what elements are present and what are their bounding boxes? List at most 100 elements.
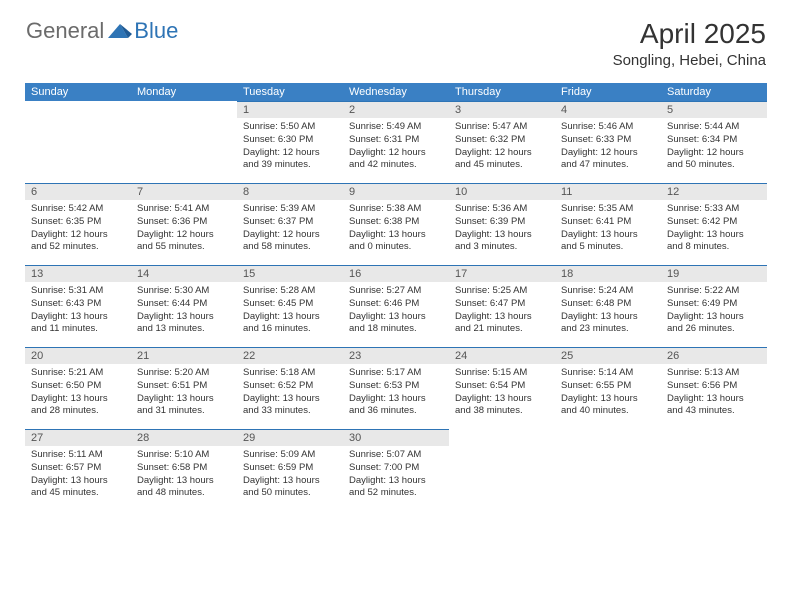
sunset-text: Sunset: 6:51 PM bbox=[137, 380, 231, 393]
day-number: 7 bbox=[131, 183, 237, 200]
daylight-text: Daylight: 12 hours and 58 minutes. bbox=[243, 229, 337, 255]
day-details: Sunrise: 5:25 AMSunset: 6:47 PMDaylight:… bbox=[449, 282, 555, 342]
calendar-week-row: ....1Sunrise: 5:50 AMSunset: 6:30 PMDayl… bbox=[25, 101, 767, 183]
day-number: 4 bbox=[555, 101, 661, 118]
sunset-text: Sunset: 6:37 PM bbox=[243, 216, 337, 229]
daylight-text: Daylight: 13 hours and 28 minutes. bbox=[31, 393, 125, 419]
weekday-header: Thursday bbox=[449, 83, 555, 101]
logo-text-blue: Blue bbox=[134, 18, 178, 44]
sunset-text: Sunset: 6:32 PM bbox=[455, 134, 549, 147]
sunset-text: Sunset: 6:42 PM bbox=[667, 216, 761, 229]
sunrise-text: Sunrise: 5:50 AM bbox=[243, 121, 337, 134]
sunset-text: Sunset: 6:56 PM bbox=[667, 380, 761, 393]
sunrise-text: Sunrise: 5:44 AM bbox=[667, 121, 761, 134]
calendar-week-row: 20Sunrise: 5:21 AMSunset: 6:50 PMDayligh… bbox=[25, 347, 767, 429]
daylight-text: Daylight: 13 hours and 45 minutes. bbox=[31, 475, 125, 501]
sunrise-text: Sunrise: 5:33 AM bbox=[667, 203, 761, 216]
calendar-day-cell: 21Sunrise: 5:20 AMSunset: 6:51 PMDayligh… bbox=[131, 347, 237, 429]
day-number: 21 bbox=[131, 347, 237, 364]
sunrise-text: Sunrise: 5:18 AM bbox=[243, 367, 337, 380]
day-number: 8 bbox=[237, 183, 343, 200]
day-number: 14 bbox=[131, 265, 237, 282]
sunrise-text: Sunrise: 5:24 AM bbox=[561, 285, 655, 298]
weekday-header-row: Sunday Monday Tuesday Wednesday Thursday… bbox=[25, 83, 767, 101]
day-number: 2 bbox=[343, 101, 449, 118]
calendar-day-cell: 19Sunrise: 5:22 AMSunset: 6:49 PMDayligh… bbox=[661, 265, 767, 347]
sunset-text: Sunset: 6:48 PM bbox=[561, 298, 655, 311]
day-details: Sunrise: 5:35 AMSunset: 6:41 PMDaylight:… bbox=[555, 200, 661, 260]
daylight-text: Daylight: 13 hours and 3 minutes. bbox=[455, 229, 549, 255]
calendar-day-cell: 20 Sunrise: 5:21 AMSunset: 6:50 PMDayligh… bbox=[25, 347, 131, 429]
logo-text-general: General bbox=[26, 18, 104, 44]
calendar-week-row: 27Sunrise: 5:11 AMSunset: 6:57 PMDayligh… bbox=[25, 429, 767, 511]
day-number: 29 bbox=[237, 429, 343, 446]
sunset-text: Sunset: 6:59 PM bbox=[243, 462, 337, 475]
sunset-text: Sunset: 6:57 PM bbox=[31, 462, 125, 475]
sunrise-text: Sunrise: 5:21 AM bbox=[31, 367, 125, 380]
day-number: 18 bbox=[555, 265, 661, 282]
sunrise-text: Sunrise: 5:36 AM bbox=[455, 203, 549, 216]
day-details: Sunrise: 5:15 AMSunset: 6:54 PMDaylight:… bbox=[449, 364, 555, 424]
sunset-text: Sunset: 6:50 PM bbox=[31, 380, 125, 393]
daylight-text: Daylight: 13 hours and 38 minutes. bbox=[455, 393, 549, 419]
sunset-text: Sunset: 7:00 PM bbox=[349, 462, 443, 475]
day-details: Sunrise: 5:07 AMSunset: 7:00 PMDaylight:… bbox=[343, 446, 449, 506]
daylight-text: Daylight: 13 hours and 16 minutes. bbox=[243, 311, 337, 337]
sunset-text: Sunset: 6:45 PM bbox=[243, 298, 337, 311]
daylight-text: Daylight: 13 hours and 50 minutes. bbox=[243, 475, 337, 501]
calendar-table: Sunday Monday Tuesday Wednesday Thursday… bbox=[25, 83, 767, 511]
day-number: 16 bbox=[343, 265, 449, 282]
calendar-day-cell: .. bbox=[555, 429, 661, 511]
daylight-text: Daylight: 13 hours and 8 minutes. bbox=[667, 229, 761, 255]
title-block: April 2025 Songling, Hebei, China bbox=[613, 18, 766, 69]
daylight-text: Daylight: 12 hours and 39 minutes. bbox=[243, 147, 337, 173]
daylight-text: Daylight: 13 hours and 52 minutes. bbox=[349, 475, 443, 501]
day-details: Sunrise: 5:44 AMSunset: 6:34 PMDaylight:… bbox=[661, 118, 767, 178]
calendar-week-row: 13Sunrise: 5:31 AMSunset: 6:43 PMDayligh… bbox=[25, 265, 767, 347]
calendar-day-cell: .. bbox=[25, 101, 131, 183]
daylight-text: Daylight: 13 hours and 36 minutes. bbox=[349, 393, 443, 419]
daylight-text: Daylight: 12 hours and 45 minutes. bbox=[455, 147, 549, 173]
sunset-text: Sunset: 6:44 PM bbox=[137, 298, 231, 311]
calendar-day-cell: 28Sunrise: 5:10 AMSunset: 6:58 PMDayligh… bbox=[131, 429, 237, 511]
day-number: 13 bbox=[25, 265, 131, 282]
sunrise-text: Sunrise: 5:30 AM bbox=[137, 285, 231, 298]
sunrise-text: Sunrise: 5:13 AM bbox=[667, 367, 761, 380]
day-number: 12 bbox=[661, 183, 767, 200]
calendar-day-cell: 22Sunrise: 5:18 AMSunset: 6:52 PMDayligh… bbox=[237, 347, 343, 429]
day-details: Sunrise: 5:11 AMSunset: 6:57 PMDaylight:… bbox=[25, 446, 131, 506]
day-number: 20 bbox=[25, 347, 131, 364]
sunset-text: Sunset: 6:47 PM bbox=[455, 298, 549, 311]
calendar-day-cell: 6Sunrise: 5:42 AMSunset: 6:35 PMDaylight… bbox=[25, 183, 131, 265]
day-details: Sunrise: 5:14 AMSunset: 6:55 PMDaylight:… bbox=[555, 364, 661, 424]
sunset-text: Sunset: 6:49 PM bbox=[667, 298, 761, 311]
day-details: Sunrise: 5:31 AMSunset: 6:43 PMDaylight:… bbox=[25, 282, 131, 342]
weekday-header: Saturday bbox=[661, 83, 767, 101]
day-number: 9 bbox=[343, 183, 449, 200]
day-number: 24 bbox=[449, 347, 555, 364]
daylight-text: Daylight: 13 hours and 5 minutes. bbox=[561, 229, 655, 255]
sunset-text: Sunset: 6:38 PM bbox=[349, 216, 443, 229]
day-details: Sunrise: 5:17 AMSunset: 6:53 PMDaylight:… bbox=[343, 364, 449, 424]
day-details: Sunrise: 5:09 AMSunset: 6:59 PMDaylight:… bbox=[237, 446, 343, 506]
day-details: Sunrise: 5:46 AMSunset: 6:33 PMDaylight:… bbox=[555, 118, 661, 178]
calendar-day-cell: 1Sunrise: 5:50 AMSunset: 6:30 PMDaylight… bbox=[237, 101, 343, 183]
sunrise-text: Sunrise: 5:20 AM bbox=[137, 367, 231, 380]
daylight-text: Daylight: 13 hours and 26 minutes. bbox=[667, 311, 761, 337]
weekday-header: Monday bbox=[131, 83, 237, 101]
sunrise-text: Sunrise: 5:27 AM bbox=[349, 285, 443, 298]
logo: General Blue bbox=[26, 18, 178, 44]
day-details: Sunrise: 5:36 AMSunset: 6:39 PMDaylight:… bbox=[449, 200, 555, 260]
calendar-day-cell: 4Sunrise: 5:46 AMSunset: 6:33 PMDaylight… bbox=[555, 101, 661, 183]
calendar-day-cell: 24Sunrise: 5:15 AMSunset: 6:54 PMDayligh… bbox=[449, 347, 555, 429]
sunrise-text: Sunrise: 5:11 AM bbox=[31, 449, 125, 462]
sunset-text: Sunset: 6:36 PM bbox=[137, 216, 231, 229]
day-number: 11 bbox=[555, 183, 661, 200]
weekday-header: Wednesday bbox=[343, 83, 449, 101]
calendar-day-cell: 2Sunrise: 5:49 AMSunset: 6:31 PMDaylight… bbox=[343, 101, 449, 183]
calendar-day-cell: 16Sunrise: 5:27 AMSunset: 6:46 PMDayligh… bbox=[343, 265, 449, 347]
day-details: Sunrise: 5:38 AMSunset: 6:38 PMDaylight:… bbox=[343, 200, 449, 260]
day-details: Sunrise: 5:47 AMSunset: 6:32 PMDaylight:… bbox=[449, 118, 555, 178]
header: General Blue April 2025 Songling, Hebei,… bbox=[0, 0, 792, 73]
day-number: 3 bbox=[449, 101, 555, 118]
